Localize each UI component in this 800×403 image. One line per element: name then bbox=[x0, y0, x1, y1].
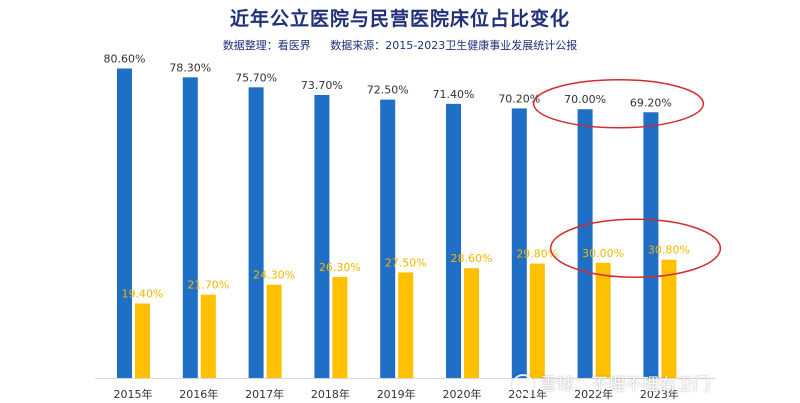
bar-s0-2 bbox=[248, 87, 264, 378]
data-label-s1-2: 24.30% bbox=[253, 269, 295, 282]
data-label-s0-8: 69.20% bbox=[630, 96, 672, 109]
bar-s0-6 bbox=[511, 108, 527, 378]
x-tick-label-7: 2022年 bbox=[574, 387, 613, 401]
x-tick-label-0: 2015年 bbox=[114, 387, 153, 401]
bar-s1-5 bbox=[464, 268, 479, 378]
data-label-s1-3: 26.30% bbox=[319, 261, 361, 274]
data-label-s0-7: 70.00% bbox=[564, 93, 606, 106]
data-label-s1-4: 27.50% bbox=[385, 256, 427, 269]
chart-subtitle: 数据整理：看医界 数据来源：2015-2023卫生健康事业发展统计公报 bbox=[0, 37, 800, 53]
x-tick-label-5: 2020年 bbox=[443, 387, 482, 401]
bar-s1-6 bbox=[529, 263, 545, 378]
bar-s0-4 bbox=[380, 99, 396, 378]
watermark-text: 雪球：不理不理右卫门 bbox=[540, 375, 710, 395]
bar-s0-8 bbox=[643, 112, 659, 378]
data-label-s0-1: 78.30% bbox=[169, 61, 211, 74]
bar-s1-4 bbox=[398, 272, 414, 378]
highlight-ellipse-0 bbox=[532, 78, 705, 129]
chart-title: 近年公立医院与民营医院床位占比变化 bbox=[229, 8, 570, 30]
x-tick-label-2: 2017年 bbox=[245, 387, 284, 401]
snowball-logo-icon bbox=[512, 374, 534, 396]
bar-s0-0 bbox=[117, 68, 132, 378]
bar-s1-1 bbox=[200, 294, 216, 378]
subtitle-source: 数据来源：2015-2023卫生健康事业发展统计公报 bbox=[330, 39, 578, 52]
bar-s1-2 bbox=[266, 284, 282, 378]
data-label-s1-0: 19.40% bbox=[122, 288, 164, 301]
watermark: 雪球：不理不理右卫门 bbox=[512, 370, 710, 396]
highlight-ellipse-1 bbox=[549, 218, 722, 279]
data-label-s1-5: 28.60% bbox=[451, 252, 493, 265]
bar-s0-7 bbox=[577, 109, 593, 378]
bar-s0-1 bbox=[182, 77, 198, 378]
data-label-s1-8: 30.80% bbox=[648, 244, 690, 257]
x-tick-label-8: 2023年 bbox=[640, 387, 679, 401]
x-tick-label-1: 2016年 bbox=[179, 387, 218, 401]
data-label-s0-0: 80.60% bbox=[104, 52, 146, 65]
bar-s1-7 bbox=[595, 262, 611, 378]
x-tick-label-3: 2018年 bbox=[311, 387, 350, 401]
bar-s0-3 bbox=[314, 94, 330, 378]
data-label-s1-7: 30.00% bbox=[582, 247, 624, 260]
bar-s0-5 bbox=[446, 103, 461, 378]
data-label-s1-6: 29.80% bbox=[516, 248, 558, 261]
data-label-s0-6: 70.20% bbox=[498, 92, 540, 105]
data-label-s1-1: 21.70% bbox=[187, 279, 229, 292]
bar-s1-8 bbox=[661, 259, 677, 378]
data-label-s0-4: 72.50% bbox=[367, 84, 409, 97]
data-label-s0-2: 75.70% bbox=[235, 71, 277, 84]
data-label-s0-5: 71.40% bbox=[433, 88, 475, 101]
subtitle-compiler: 数据整理：看医界 bbox=[222, 39, 311, 52]
data-label-s0-3: 73.70% bbox=[301, 79, 343, 92]
bar-s1-3 bbox=[332, 277, 348, 378]
x-tick-label-4: 2019年 bbox=[377, 387, 416, 401]
bar-s1-0 bbox=[135, 303, 150, 378]
